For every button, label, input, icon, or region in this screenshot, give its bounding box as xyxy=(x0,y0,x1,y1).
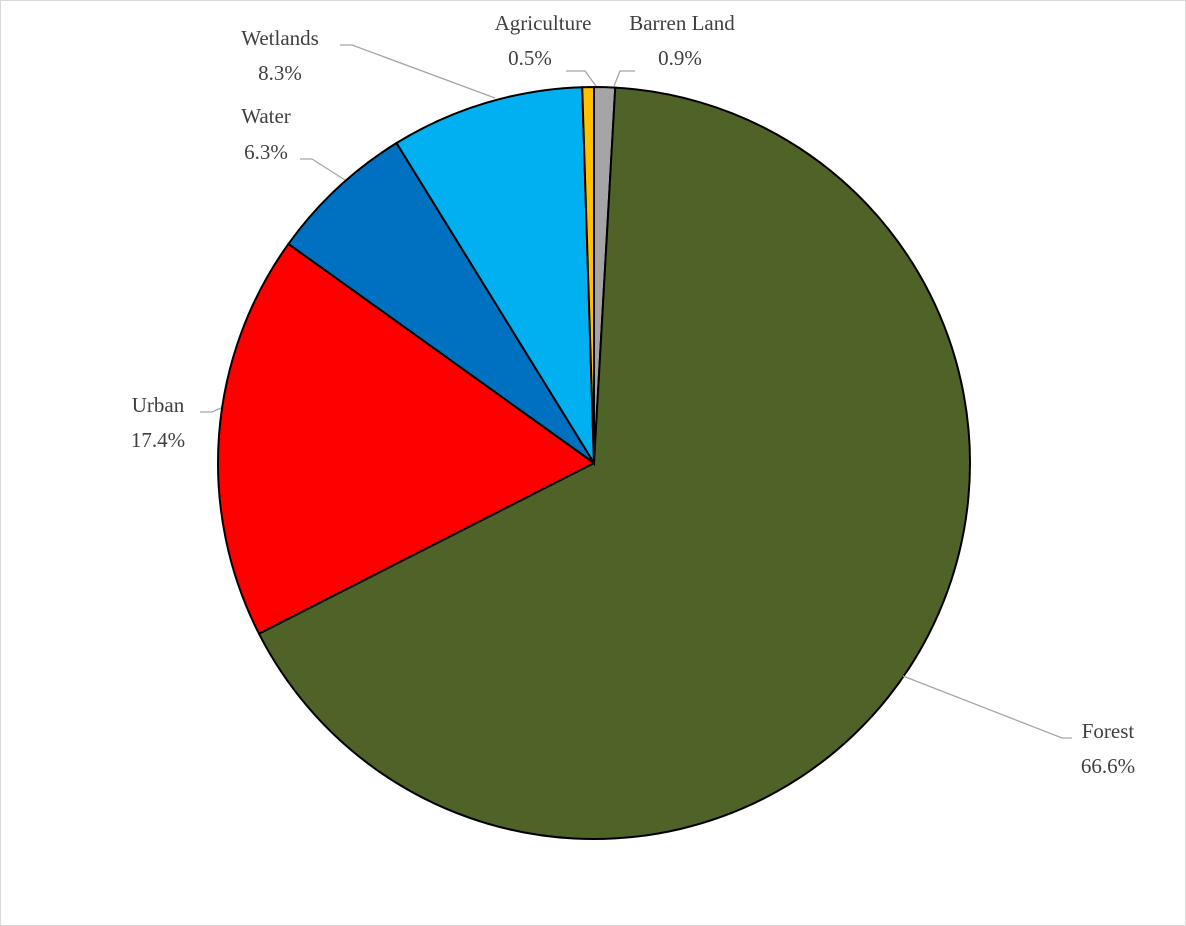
label-name-forest: Forest xyxy=(1082,719,1135,743)
label-value-urban: 17.4% xyxy=(131,428,185,452)
label-name-barren-land: Barren Land xyxy=(629,11,735,35)
leader-line-urban xyxy=(200,407,222,413)
pie-slice-agriculture xyxy=(581,85,595,464)
leader-line-wetlands xyxy=(340,44,496,99)
data-labels: Wetlands 8.3% Water 6.3% Urban 17.4% Agr… xyxy=(131,11,1135,778)
pie-slice-wetlands xyxy=(395,86,596,467)
label-value-forest: 66.6% xyxy=(1081,754,1135,778)
leader-line-water xyxy=(300,158,346,181)
label-value-wetlands: 8.3% xyxy=(258,61,302,85)
pie-slices xyxy=(217,85,971,840)
label-name-urban: Urban xyxy=(132,393,185,417)
leader-lines xyxy=(200,44,1072,739)
leader-line-agriculture xyxy=(566,70,597,87)
label-value-water: 6.3% xyxy=(244,140,288,164)
pie-slice-water xyxy=(287,141,595,464)
label-value-barren-land: 0.9% xyxy=(658,46,702,70)
label-name-agriculture: Agriculture xyxy=(495,11,592,35)
pie-slice-forest xyxy=(257,86,971,840)
label-name-water: Water xyxy=(241,104,291,128)
leader-line-forest xyxy=(902,675,1072,739)
leader-line-barren-land xyxy=(613,70,635,87)
pie-slice-urban xyxy=(217,242,596,636)
label-name-wetlands: Wetlands xyxy=(241,26,319,50)
label-value-agriculture: 0.5% xyxy=(508,46,552,70)
